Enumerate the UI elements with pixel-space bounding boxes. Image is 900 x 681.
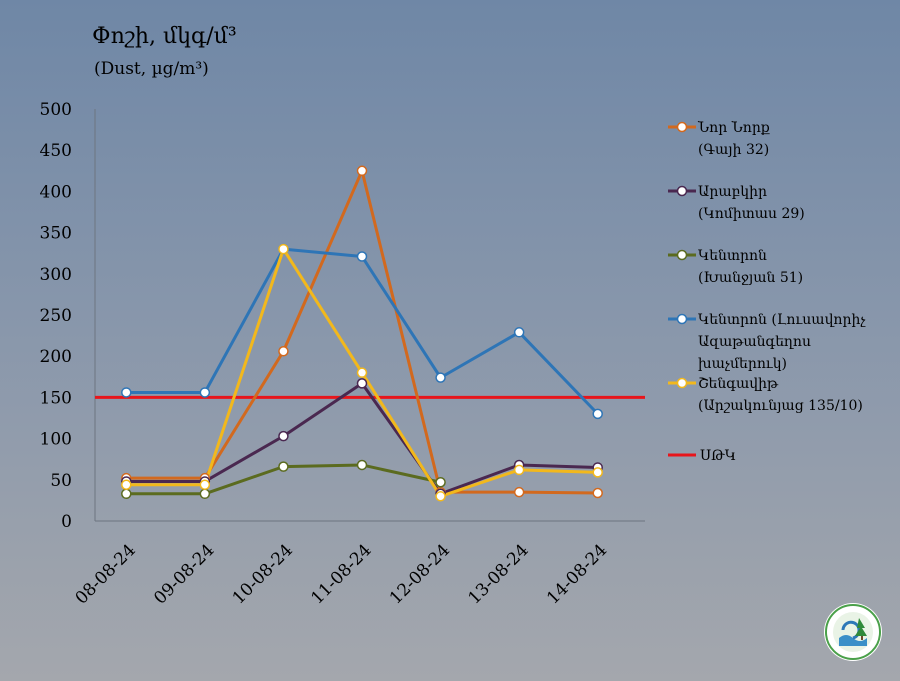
data-point bbox=[199, 479, 211, 490]
chart-subtitle: (Dust, µg/m³) bbox=[94, 59, 209, 79]
legend-label: Կենտրոն (Լուսավորիչ bbox=[698, 312, 866, 328]
legend-label: (Արշակունյաց 135/10) bbox=[698, 398, 863, 414]
data-point bbox=[435, 491, 446, 502]
x-tick-label: 13-08-24 bbox=[465, 540, 533, 608]
data-point bbox=[592, 408, 603, 420]
x-tick-label: 14-08-24 bbox=[543, 540, 611, 608]
data-point bbox=[356, 459, 368, 471]
legend-swatch-marker bbox=[676, 249, 688, 261]
legend-label: Ազաթանգեղոս bbox=[698, 334, 811, 350]
x-axis-ticks: 08-08-24 09-08-24 10-08-24 11-08-24 12-08-24… bbox=[72, 540, 612, 608]
data-point bbox=[278, 430, 289, 442]
logo-emblem bbox=[824, 603, 882, 661]
legend-label: խաչմերուկ) bbox=[698, 356, 787, 372]
y-tick-label: 250 bbox=[40, 306, 72, 326]
legend-item-reference: ՍԹԿ bbox=[668, 448, 736, 464]
legend-item-5: Շենգավիթ (Արշակունյաց 135/10) bbox=[668, 376, 863, 414]
legend-item-2: Արաբկիր (Կոմիտաս 29) bbox=[668, 184, 805, 222]
series-line-1 bbox=[126, 169, 598, 495]
y-tick-label: 50 bbox=[50, 471, 72, 491]
axes bbox=[94, 109, 645, 522]
series-line-4 bbox=[126, 247, 599, 415]
legend-label: Նոր Նորք bbox=[697, 120, 770, 136]
legend: Նոր Նորք (Գայի 32) Արաբկիր (Կոմիտաս 29) Կենտ… bbox=[668, 120, 866, 464]
data-point bbox=[356, 367, 368, 378]
data-point bbox=[356, 378, 368, 389]
legend-swatch-marker bbox=[676, 121, 688, 133]
legend-label: ՍԹԿ bbox=[700, 448, 736, 464]
x-tick-label: 09-08-24 bbox=[150, 540, 218, 608]
legend-label: Շենգավիթ bbox=[698, 376, 779, 392]
y-tick-label: 200 bbox=[40, 347, 72, 367]
y-tick-label: 350 bbox=[40, 224, 72, 244]
y-tick-label: 100 bbox=[40, 430, 72, 450]
legend-item-4: Կենտրոն (Լուսավորիչ Ազաթանգեղոս խաչմերուկ) bbox=[668, 312, 866, 372]
data-point bbox=[121, 479, 132, 490]
data-point bbox=[278, 346, 289, 357]
legend-label: (Կոմիտաս 29) bbox=[698, 206, 805, 222]
data-point bbox=[121, 488, 132, 500]
legend-item-3: Կենտրոն (Խանջյան 51) bbox=[668, 248, 803, 286]
data-point bbox=[513, 486, 525, 498]
legend-item-1: Նոր Նորք (Գայի 32) bbox=[668, 120, 770, 158]
data-point bbox=[513, 464, 525, 476]
y-tick-label: 300 bbox=[40, 265, 72, 285]
legend-label: Կենտրոն bbox=[698, 248, 767, 264]
legend-swatch-marker bbox=[676, 185, 688, 197]
y-tick-label: 500 bbox=[40, 100, 72, 120]
data-point bbox=[592, 487, 603, 499]
data-point bbox=[121, 387, 132, 398]
x-tick-label: 10-08-24 bbox=[229, 540, 297, 608]
data-point bbox=[592, 467, 603, 478]
data-point bbox=[356, 165, 368, 177]
legend-label: (Գայի 32) bbox=[698, 142, 769, 158]
x-tick-label: 11-08-24 bbox=[307, 540, 375, 608]
y-tick-label: 0 bbox=[61, 512, 72, 532]
y-tick-label: 150 bbox=[40, 388, 72, 408]
legend-label: Արաբկիր bbox=[698, 184, 767, 200]
y-tick-label: 400 bbox=[40, 182, 72, 202]
data-point bbox=[199, 488, 211, 500]
data-point bbox=[435, 477, 446, 488]
data-point bbox=[278, 243, 289, 255]
series-points bbox=[121, 165, 603, 502]
legend-swatch-marker bbox=[676, 313, 688, 325]
x-tick-label: 08-08-24 bbox=[72, 540, 140, 608]
legend-swatch-marker bbox=[676, 377, 688, 389]
data-point bbox=[513, 327, 525, 338]
series-lines bbox=[126, 169, 599, 498]
x-tick-label: 12-08-24 bbox=[386, 540, 454, 608]
legend-label: (Խանջյան 51) bbox=[698, 270, 803, 286]
y-axis-ticks: 0 50 100 150 200 250 300 350 400 450 500 bbox=[40, 100, 72, 532]
data-point bbox=[356, 251, 368, 262]
data-point bbox=[199, 387, 211, 398]
data-point bbox=[435, 372, 446, 383]
chart-title: Փոշի, մկգ/մ³ bbox=[92, 24, 237, 49]
data-point bbox=[278, 461, 289, 472]
y-tick-label: 450 bbox=[40, 141, 72, 161]
